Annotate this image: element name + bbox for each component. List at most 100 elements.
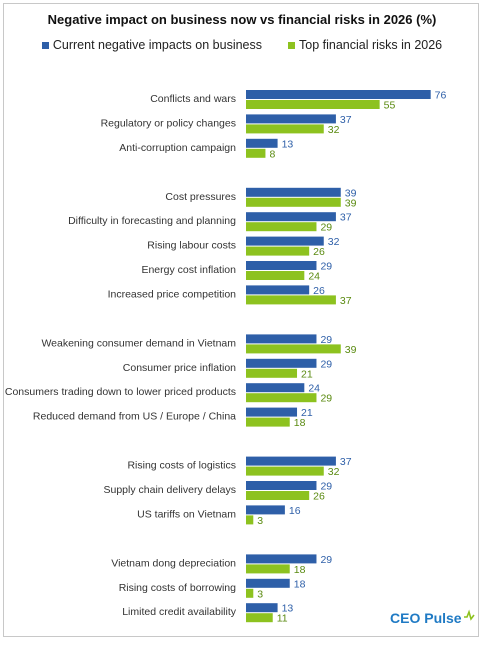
chart-title: Negative impact on business now vs finan…	[47, 12, 437, 27]
value-label-current: 29	[320, 358, 332, 370]
bar-current	[246, 407, 298, 417]
category-label: Anti-corruption campaign	[119, 142, 236, 154]
bar-current	[246, 187, 341, 197]
chart-legend: Current negative impacts on business Top…	[0, 38, 484, 52]
value-label-2026: 32	[328, 124, 340, 136]
value-label-current: 37	[340, 114, 352, 126]
category-label: US tariffs on Vietnam	[137, 508, 236, 520]
value-label-current: 29	[320, 261, 332, 273]
category-label: Supply chain delivery delays	[104, 484, 237, 496]
value-label-2026: 26	[313, 246, 325, 258]
category-label: Rising costs of borrowing	[119, 582, 236, 594]
category-label: Difficulty in forecasting and planning	[68, 215, 236, 227]
value-label-current: 16	[289, 505, 301, 517]
legend-label-2026: Top financial risks in 2026	[299, 38, 443, 52]
chart-frame	[3, 3, 479, 637]
value-label-2026: 18	[294, 564, 306, 576]
value-label-current: 37	[340, 212, 352, 224]
category-label: Limited credit availability	[122, 606, 237, 618]
bar-2026	[246, 515, 254, 525]
bar-current	[246, 138, 278, 148]
value-label-2026: 11	[277, 613, 288, 625]
value-label-2026: 24	[308, 271, 320, 283]
category-label: Consumers trading down to lower priced p…	[5, 386, 236, 398]
bar-2026	[246, 197, 341, 207]
bar-2026	[246, 491, 310, 500]
value-label-2026: 26	[313, 491, 325, 503]
bar-2026	[246, 271, 305, 280]
value-label-2026: 18	[294, 417, 306, 429]
bar-current	[246, 456, 336, 466]
value-label-2026: 29	[320, 222, 332, 234]
bar-current	[246, 505, 285, 515]
value-label-2026: 39	[345, 197, 357, 209]
value-label-2026: 8	[269, 148, 275, 160]
bar-2026	[246, 368, 298, 378]
bar-2026	[246, 564, 290, 574]
value-label-current: 13	[282, 138, 294, 150]
bar-current	[246, 603, 278, 613]
category-label: Energy cost inflation	[141, 264, 236, 276]
category-label: Regulatory or policy changes	[101, 117, 236, 129]
value-label-current: 24	[308, 383, 320, 395]
value-label-2026: 37	[340, 295, 352, 307]
bar-2026	[246, 222, 317, 232]
bar-2026	[246, 148, 266, 158]
category-label: Increased price competition	[108, 288, 237, 300]
bar-2026	[246, 246, 310, 256]
category-label: Conflicts and wars	[150, 93, 236, 105]
legend-swatch-current	[41, 41, 49, 49]
bar-2026	[246, 417, 290, 427]
bar-2026	[246, 295, 336, 305]
legend-item-2026: Top financial risks in 2026	[288, 38, 442, 52]
bar-current	[246, 578, 290, 588]
category-label: Rising labour costs	[147, 240, 236, 252]
category-label: Consumer price inflation	[123, 362, 236, 374]
bar-2026	[246, 393, 317, 403]
value-label-current: 26	[313, 285, 325, 297]
bar-2026	[246, 588, 254, 598]
category-label: Vietnam dong depreciation	[111, 557, 236, 569]
bar-2026	[246, 613, 273, 623]
bar-current	[246, 383, 305, 393]
value-label-2026: 29	[320, 393, 332, 405]
logo-text: CEO Pulse	[390, 610, 462, 626]
value-label-current: 76	[435, 90, 447, 102]
ceo-pulse-logo: CEO Pulse	[390, 609, 475, 626]
bar-current	[246, 261, 317, 270]
bar-current	[246, 481, 317, 490]
legend-item-current: Current negative impacts on business	[41, 38, 262, 52]
legend-label-current: Current negative impacts on business	[52, 38, 262, 52]
bar-2026	[246, 124, 324, 134]
legend-swatch-2026	[288, 41, 295, 49]
bar-current	[246, 212, 336, 222]
value-label-2026: 55	[384, 100, 396, 112]
value-label-current: 13	[282, 603, 294, 615]
value-label-2026: 32	[328, 466, 340, 478]
bar-current	[246, 90, 431, 99]
value-label-2026: 3	[257, 515, 263, 527]
value-label-2026: 3	[257, 588, 263, 600]
value-label-current: 29	[320, 554, 332, 566]
bar-2026	[246, 466, 324, 476]
category-label: Rising costs of logistics	[127, 460, 236, 472]
value-label-current: 32	[328, 236, 340, 248]
value-label-current: 37	[340, 456, 352, 468]
bar-2026	[246, 100, 380, 109]
bar-current	[246, 554, 317, 564]
category-label: Cost pressures	[165, 191, 236, 203]
category-label: Weakening consumer demand in Vietnam	[41, 337, 236, 349]
bar-current	[246, 285, 310, 295]
bar-current	[246, 114, 336, 124]
category-label: Reduced demand from US / Europe / China	[33, 411, 236, 423]
bar-current	[246, 358, 317, 368]
bar-2026	[246, 344, 341, 354]
value-label-current: 39	[345, 187, 357, 199]
value-label-2026: 21	[301, 368, 313, 380]
value-label-current: 21	[301, 407, 313, 419]
bar-current	[246, 236, 324, 246]
value-label-2026: 39	[345, 344, 357, 356]
bar-current	[246, 334, 317, 344]
value-label-current: 29	[320, 481, 332, 493]
